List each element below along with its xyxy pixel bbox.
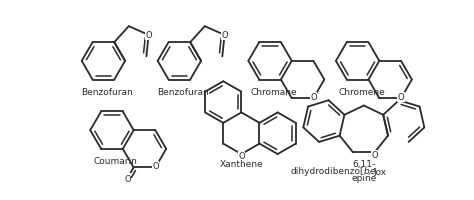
Text: O: O: [371, 150, 378, 159]
Text: ]ox: ]ox: [373, 167, 386, 175]
Text: Xanthene: Xanthene: [219, 160, 263, 169]
Text: Benzofuran: Benzofuran: [157, 88, 209, 97]
Text: Chromane: Chromane: [251, 88, 297, 97]
Text: ,: ,: [367, 167, 370, 175]
Text: b: b: [364, 167, 370, 175]
Text: 6,11-: 6,11-: [352, 160, 375, 169]
Text: O: O: [152, 162, 159, 171]
Text: epine: epine: [351, 173, 376, 182]
Text: Coumarin: Coumarin: [94, 157, 138, 166]
Text: O: O: [124, 174, 131, 183]
Text: O: O: [146, 31, 152, 40]
Text: dihydrodibenzo[: dihydrodibenzo[: [290, 167, 364, 175]
Text: Benzofuran: Benzofuran: [82, 88, 133, 97]
Text: e: e: [369, 167, 375, 175]
Text: O: O: [238, 151, 245, 160]
Text: O: O: [221, 31, 228, 40]
Text: O: O: [310, 93, 317, 102]
Text: O: O: [398, 93, 404, 102]
Text: Chromene: Chromene: [338, 88, 385, 97]
